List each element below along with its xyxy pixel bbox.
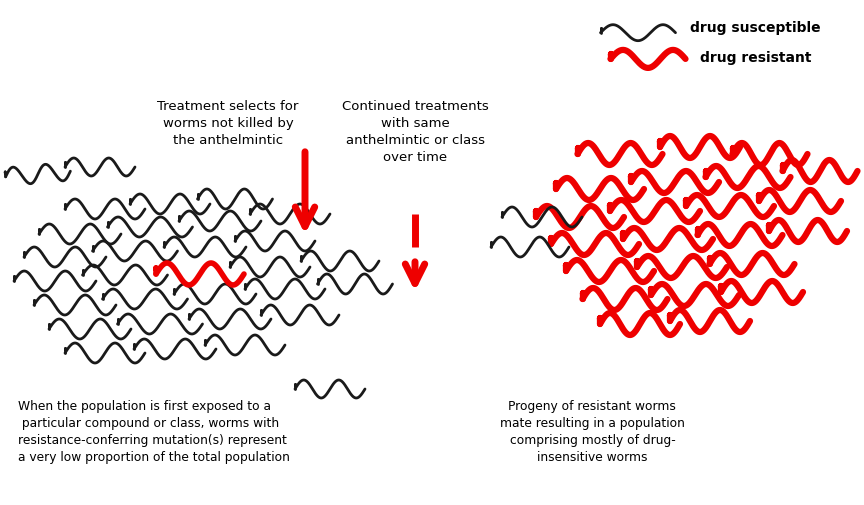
Text: drug resistant: drug resistant	[700, 51, 811, 65]
Text: When the population is first exposed to a
 particular compound or class, worms w: When the population is first exposed to …	[18, 399, 290, 463]
Text: Progeny of resistant worms
mate resulting in a population
comprising mostly of d: Progeny of resistant worms mate resultin…	[500, 399, 685, 463]
Text: Treatment selects for
worms not killed by
the anthelmintic: Treatment selects for worms not killed b…	[157, 100, 299, 147]
Text: drug susceptible: drug susceptible	[690, 21, 821, 35]
Text: Continued treatments
with same
anthelmintic or class
over time: Continued treatments with same anthelmin…	[341, 100, 488, 164]
